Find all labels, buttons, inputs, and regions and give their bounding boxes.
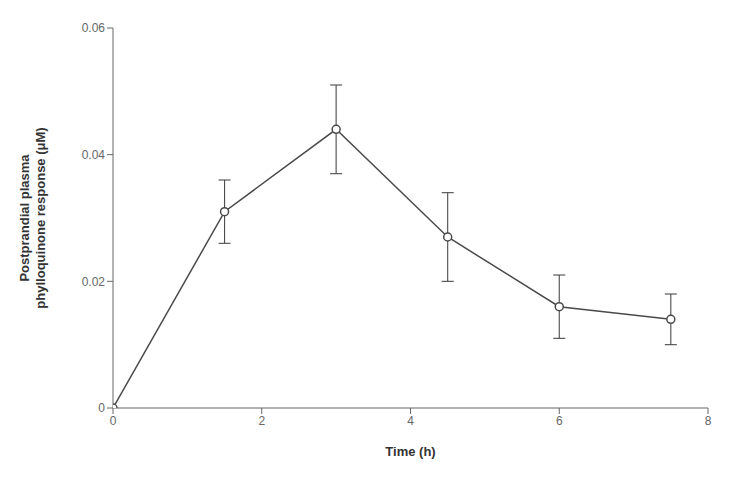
svg-text:0.02: 0.02 <box>82 275 106 289</box>
svg-text:0: 0 <box>98 401 105 415</box>
svg-text:0: 0 <box>110 414 117 428</box>
svg-text:8: 8 <box>705 414 712 428</box>
svg-text:2: 2 <box>258 414 265 428</box>
svg-text:6: 6 <box>556 414 563 428</box>
svg-text:0.06: 0.06 <box>82 21 106 35</box>
svg-text:4: 4 <box>407 414 414 428</box>
svg-text:0.04: 0.04 <box>82 148 106 162</box>
svg-text:Time (h): Time (h) <box>385 444 435 459</box>
svg-text:Postprandial plasmaphylloquino: Postprandial plasmaphylloquinone respons… <box>17 127 48 308</box>
